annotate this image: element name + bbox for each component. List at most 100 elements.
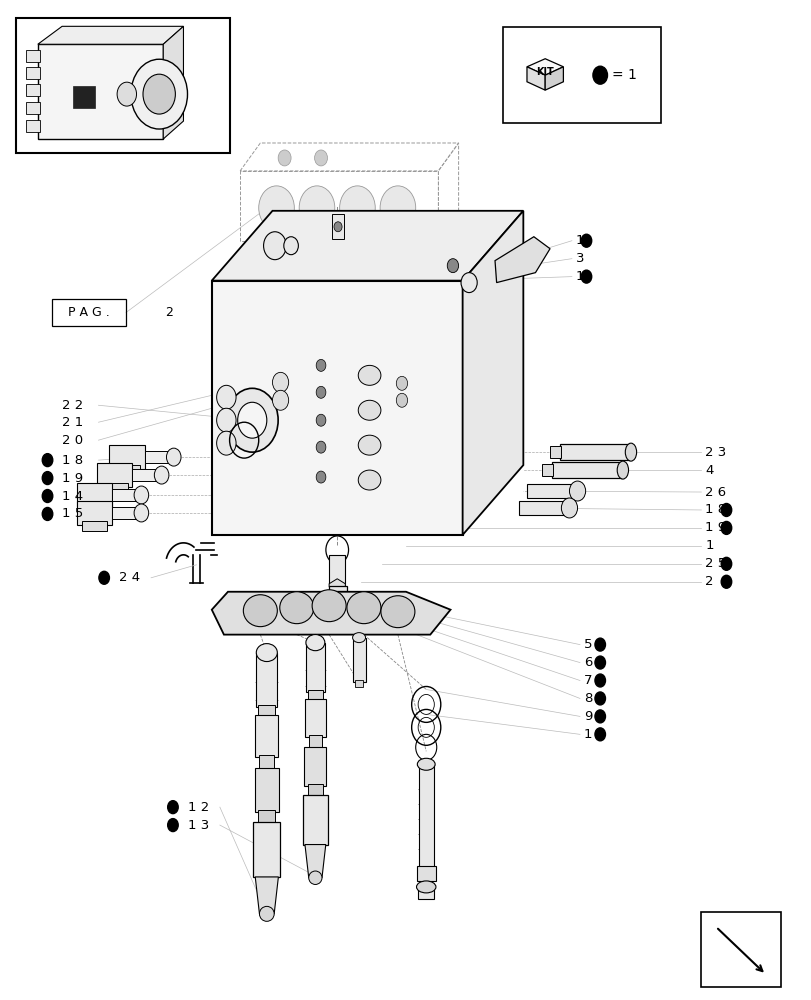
Polygon shape [495, 237, 549, 283]
Bar [72, 86, 95, 108]
Circle shape [264, 232, 286, 260]
Circle shape [259, 186, 294, 230]
Bar [76, 501, 112, 525]
Circle shape [154, 466, 169, 484]
Bar [76, 483, 112, 507]
Bar [305, 699, 325, 737]
Bar [526, 484, 571, 498]
Ellipse shape [417, 758, 435, 770]
Ellipse shape [358, 400, 380, 420]
Bar [559, 444, 630, 460]
Circle shape [380, 186, 415, 230]
Bar [260, 755, 274, 770]
Bar [256, 653, 277, 707]
Bar [26, 67, 41, 79]
Bar [701, 912, 779, 987]
Text: 2 0: 2 0 [62, 434, 83, 447]
Bar [303, 795, 328, 845]
Ellipse shape [306, 635, 324, 651]
Circle shape [594, 710, 605, 723]
Ellipse shape [380, 596, 414, 628]
Bar [255, 715, 278, 757]
Circle shape [315, 471, 325, 483]
Circle shape [298, 186, 334, 230]
Bar [549, 446, 560, 458]
Circle shape [581, 270, 591, 283]
Circle shape [315, 359, 325, 371]
Ellipse shape [358, 365, 380, 385]
Text: P A G .: P A G . [68, 306, 109, 319]
Bar [541, 464, 552, 476]
Text: 2 2: 2 2 [62, 399, 84, 412]
Text: 6: 6 [583, 656, 592, 669]
Circle shape [581, 234, 591, 247]
Bar [308, 735, 322, 749]
Circle shape [134, 504, 148, 522]
Bar [144, 451, 169, 463]
Circle shape [396, 376, 407, 390]
Text: 3: 3 [575, 252, 584, 265]
Ellipse shape [358, 470, 380, 490]
Circle shape [594, 674, 605, 687]
Polygon shape [544, 67, 563, 90]
Ellipse shape [616, 461, 628, 479]
Circle shape [594, 692, 605, 705]
Circle shape [594, 656, 605, 669]
Bar [354, 680, 363, 687]
Text: 2 6: 2 6 [705, 486, 726, 499]
Polygon shape [212, 211, 523, 281]
Circle shape [117, 82, 136, 106]
Circle shape [99, 571, 109, 584]
Circle shape [594, 728, 605, 741]
Bar [258, 810, 275, 824]
Text: 1 0: 1 0 [583, 728, 604, 741]
Bar [16, 18, 230, 153]
Text: 1 8: 1 8 [705, 503, 726, 516]
Circle shape [217, 431, 236, 455]
Text: KIT: KIT [535, 67, 553, 77]
Ellipse shape [416, 881, 436, 893]
Circle shape [592, 66, 607, 84]
Polygon shape [328, 579, 345, 592]
Polygon shape [255, 877, 278, 914]
Text: 1 4: 1 4 [62, 490, 83, 503]
Bar [304, 747, 326, 786]
Bar [51, 299, 126, 326]
Ellipse shape [243, 595, 277, 627]
Circle shape [168, 801, 178, 814]
Circle shape [333, 222, 341, 232]
Circle shape [447, 259, 458, 273]
Bar [418, 884, 434, 899]
Bar [81, 521, 107, 531]
Circle shape [42, 454, 53, 467]
Text: 2 5: 2 5 [705, 557, 726, 570]
Circle shape [42, 507, 53, 520]
Circle shape [168, 819, 178, 832]
Bar [258, 705, 275, 717]
Circle shape [134, 486, 148, 504]
Circle shape [315, 414, 325, 426]
Circle shape [131, 59, 187, 129]
Ellipse shape [256, 644, 277, 662]
Bar [81, 503, 107, 513]
Bar [503, 27, 660, 123]
Ellipse shape [624, 443, 636, 461]
Bar [307, 690, 323, 701]
Circle shape [720, 503, 731, 516]
Polygon shape [163, 26, 183, 139]
Polygon shape [526, 67, 544, 90]
Polygon shape [526, 59, 563, 75]
Circle shape [166, 448, 181, 466]
Bar [328, 555, 345, 585]
Bar [352, 638, 365, 682]
Circle shape [315, 441, 325, 453]
Text: 2 3: 2 3 [705, 446, 726, 459]
Bar [26, 102, 41, 114]
Bar [26, 50, 41, 62]
Circle shape [720, 575, 731, 588]
Bar [551, 462, 622, 478]
Text: 5: 5 [583, 638, 592, 651]
Text: 2: 2 [705, 575, 713, 588]
Text: 1: 1 [575, 234, 584, 247]
Bar [132, 469, 157, 481]
